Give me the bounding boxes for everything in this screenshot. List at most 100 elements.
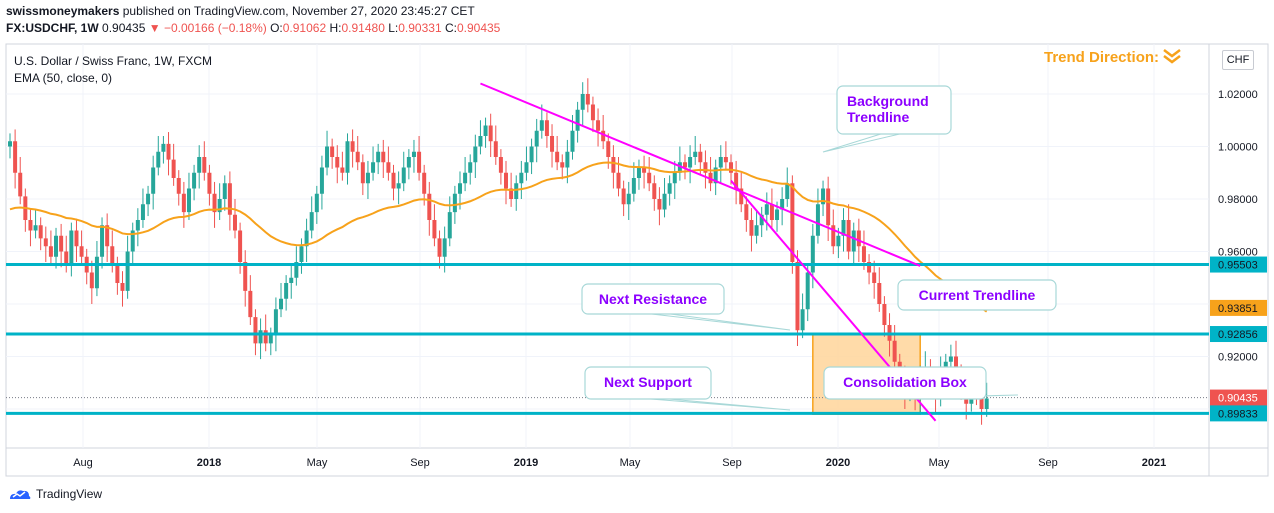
candle-body[interactable] bbox=[606, 141, 611, 157]
candle-body[interactable] bbox=[539, 120, 544, 131]
candle-body[interactable] bbox=[268, 335, 273, 344]
callout-box[interactable] bbox=[581, 283, 725, 315]
candle-body[interactable] bbox=[381, 151, 386, 163]
candle-body[interactable] bbox=[626, 193, 631, 205]
candle-body[interactable] bbox=[248, 290, 253, 318]
candle-body[interactable] bbox=[442, 238, 447, 257]
candle-body[interactable] bbox=[38, 225, 43, 239]
candle-body[interactable] bbox=[452, 193, 457, 213]
candle-body[interactable] bbox=[488, 125, 493, 142]
candle-body[interactable] bbox=[406, 157, 411, 168]
candle-body[interactable] bbox=[468, 162, 473, 173]
candle-body[interactable] bbox=[54, 235, 59, 257]
candle-body[interactable] bbox=[795, 262, 800, 331]
candle-body[interactable] bbox=[672, 172, 677, 184]
candle-body[interactable] bbox=[611, 157, 616, 173]
candle-body[interactable] bbox=[815, 204, 820, 236]
candle-body[interactable] bbox=[69, 230, 74, 265]
callout-box[interactable] bbox=[897, 279, 1057, 311]
candle-body[interactable] bbox=[519, 172, 524, 184]
candle-body[interactable] bbox=[688, 157, 693, 168]
candle-body[interactable] bbox=[253, 317, 258, 344]
candle-body[interactable] bbox=[18, 172, 23, 197]
candle-body[interactable] bbox=[534, 130, 539, 147]
candle-body[interactable] bbox=[232, 214, 237, 231]
candle-body[interactable] bbox=[355, 151, 360, 163]
candle-body[interactable] bbox=[529, 146, 534, 163]
candle-body[interactable] bbox=[207, 172, 212, 194]
candle-body[interactable] bbox=[396, 183, 401, 189]
candle-body[interactable] bbox=[590, 104, 595, 121]
candle-body[interactable] bbox=[498, 157, 503, 173]
candle-body[interactable] bbox=[867, 262, 872, 273]
candle-body[interactable] bbox=[948, 356, 953, 362]
candle-body[interactable] bbox=[642, 167, 647, 173]
candle-body[interactable] bbox=[74, 230, 79, 247]
candle-body[interactable] bbox=[146, 193, 151, 205]
candle-body[interactable] bbox=[284, 283, 289, 299]
candle-body[interactable] bbox=[350, 141, 355, 152]
candle-body[interactable] bbox=[186, 188, 191, 213]
candle-body[interactable] bbox=[371, 162, 376, 173]
candle-body[interactable] bbox=[151, 167, 156, 194]
candle-body[interactable] bbox=[785, 183, 790, 199]
candle-body[interactable] bbox=[457, 183, 462, 194]
candle-body[interactable] bbox=[212, 193, 217, 213]
candle-body[interactable] bbox=[294, 262, 299, 278]
candle-body[interactable] bbox=[693, 151, 698, 157]
candle-body[interactable] bbox=[979, 393, 984, 409]
trendline[interactable] bbox=[480, 82, 921, 267]
candle-body[interactable] bbox=[836, 235, 841, 247]
candle-body[interactable] bbox=[621, 188, 626, 205]
candle-body[interactable] bbox=[304, 230, 309, 247]
candle-body[interactable] bbox=[775, 209, 780, 221]
candle-body[interactable] bbox=[299, 246, 304, 262]
candle-body[interactable] bbox=[314, 193, 319, 213]
candle-body[interactable] bbox=[227, 183, 232, 215]
candle-body[interactable] bbox=[386, 162, 391, 173]
candle-body[interactable] bbox=[263, 330, 268, 344]
candle-body[interactable] bbox=[698, 151, 703, 163]
candle-body[interactable] bbox=[417, 151, 422, 173]
candle-body[interactable] bbox=[217, 199, 222, 213]
candle-body[interactable] bbox=[877, 283, 882, 304]
candle-body[interactable] bbox=[473, 146, 478, 163]
candle-body[interactable] bbox=[110, 246, 115, 265]
candle-body[interactable] bbox=[94, 256, 99, 289]
candle-body[interactable] bbox=[59, 235, 64, 252]
time-axis-frame[interactable] bbox=[5, 447, 1210, 477]
candle-body[interactable] bbox=[64, 251, 69, 265]
candle-body[interactable] bbox=[723, 157, 728, 163]
candle-body[interactable] bbox=[478, 136, 483, 147]
candle-body[interactable] bbox=[48, 246, 53, 257]
candle-body[interactable] bbox=[882, 304, 887, 325]
candle-body[interactable] bbox=[135, 220, 140, 231]
candle-body[interactable] bbox=[861, 246, 866, 262]
candle-body[interactable] bbox=[616, 172, 621, 189]
candle-body[interactable] bbox=[718, 157, 723, 168]
callout-box[interactable] bbox=[823, 366, 987, 400]
candle-body[interactable] bbox=[652, 183, 657, 199]
candle-body[interactable] bbox=[463, 172, 468, 184]
candle-body[interactable] bbox=[667, 183, 672, 194]
candle-body[interactable] bbox=[273, 309, 278, 336]
candle-body[interactable] bbox=[841, 220, 846, 236]
candle-body[interactable] bbox=[130, 230, 135, 252]
candle-body[interactable] bbox=[636, 167, 641, 179]
callout-box[interactable] bbox=[836, 85, 952, 135]
candle-body[interactable] bbox=[570, 130, 575, 152]
candle-body[interactable] bbox=[851, 230, 856, 252]
candle-body[interactable] bbox=[447, 212, 452, 239]
candle-body[interactable] bbox=[565, 151, 570, 168]
candle-body[interactable] bbox=[662, 193, 667, 210]
candle-body[interactable] bbox=[13, 141, 18, 173]
candle-body[interactable] bbox=[181, 193, 186, 213]
candle-body[interactable] bbox=[677, 162, 682, 173]
candle-body[interactable] bbox=[309, 212, 314, 231]
candle-body[interactable] bbox=[120, 283, 125, 291]
candle-body[interactable] bbox=[800, 309, 805, 331]
candle-body[interactable] bbox=[493, 141, 498, 157]
candle-body[interactable] bbox=[585, 94, 590, 105]
author-name[interactable]: swissmoneymakers bbox=[6, 4, 120, 18]
